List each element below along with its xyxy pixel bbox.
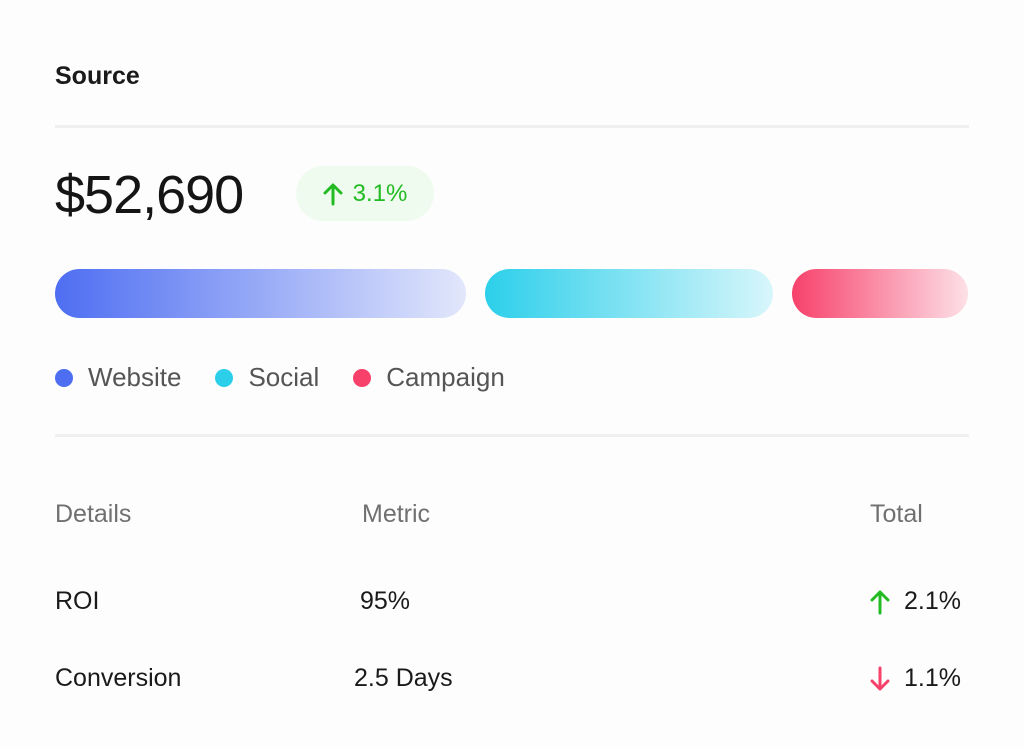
arrow-up-icon: [870, 589, 890, 615]
row-conversion-metric: 2.5 Days: [354, 664, 453, 692]
legend: Website Social Campaign: [55, 362, 539, 393]
header-total: Total: [870, 500, 923, 528]
divider: [55, 125, 969, 128]
arrow-up-icon: [323, 182, 343, 206]
social-dot-icon: [215, 368, 234, 387]
legend-item-website: Website: [55, 362, 181, 393]
bar-website: [55, 269, 466, 318]
row-roi-total: 2.1%: [870, 587, 961, 616]
legend-label: Campaign: [386, 362, 505, 392]
legend-item-campaign: Campaign: [353, 362, 505, 393]
legend-label: Website: [88, 362, 182, 392]
card-title: Source: [55, 62, 140, 90]
row-roi-details: ROI: [55, 587, 100, 615]
bar-social: [485, 269, 773, 318]
divider: [55, 434, 969, 437]
total-value: 2.1%: [904, 587, 961, 615]
website-dot-icon: [55, 368, 73, 387]
legend-item-social: Social: [215, 362, 319, 393]
total-amount: $52,690: [55, 165, 244, 225]
change-badge: 3.1%: [296, 166, 434, 221]
row-roi-metric: 95%: [360, 587, 411, 615]
change-value: 3.1%: [352, 179, 408, 207]
header-metric: Metric: [362, 500, 431, 528]
legend-label: Social: [248, 362, 320, 392]
header-details: Details: [55, 500, 132, 528]
row-conversion-total: 1.1%: [870, 664, 961, 693]
arrow-down-icon: [870, 666, 890, 692]
bar-campaign: [792, 269, 968, 318]
campaign-dot-icon: [353, 368, 372, 387]
row-conversion-details: Conversion: [55, 664, 182, 692]
total-value: 1.1%: [904, 664, 961, 692]
